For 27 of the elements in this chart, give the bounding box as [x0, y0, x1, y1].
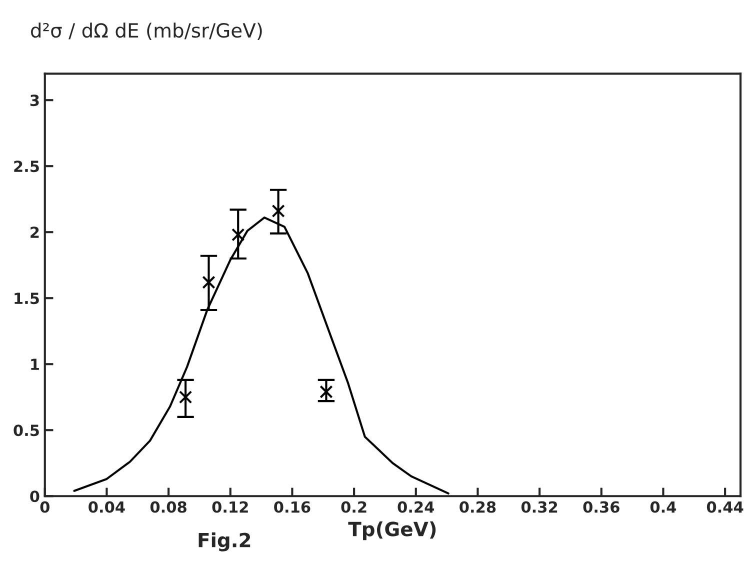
y-tick-label: 1.5 [14, 292, 39, 304]
y-tick-label: 1 [31, 358, 39, 370]
x-tick-label: 0.28 [460, 501, 496, 513]
x-tick-label: 0.04 [88, 501, 125, 513]
x-tick-label: 0.24 [398, 501, 434, 513]
y-axis-title: d²σ / dΩ dE (mb/sr/GeV) [30, 22, 262, 40]
point [178, 390, 192, 404]
x-tick-label: 0.36 [583, 501, 620, 513]
x-tick-label: 0.32 [521, 501, 558, 513]
point [272, 204, 285, 218]
x-tick-label: 0.08 [150, 501, 186, 513]
x-tick-label: 0.4 [650, 501, 676, 513]
x-tick-label: 0 [40, 501, 50, 513]
y-tick-label: 2 [30, 226, 39, 238]
x-tick-label: 0.44 [706, 501, 744, 513]
x-tick-label: 0.16 [274, 501, 310, 513]
x-tick-label: 0.2 [341, 501, 366, 513]
y-tick-label: 3 [30, 94, 39, 106]
y-tick-label: 0 [30, 490, 40, 502]
point [320, 385, 333, 398]
x-tick-label: 0.12 [212, 501, 248, 513]
y-tick-label: 2.5 [14, 160, 39, 172]
y-tick-label: 0.5 [14, 424, 39, 436]
point [232, 228, 245, 242]
x-axis-title: Tp(GeV) [348, 521, 436, 540]
point [202, 276, 216, 289]
caption: Fig.2 [198, 532, 250, 552]
